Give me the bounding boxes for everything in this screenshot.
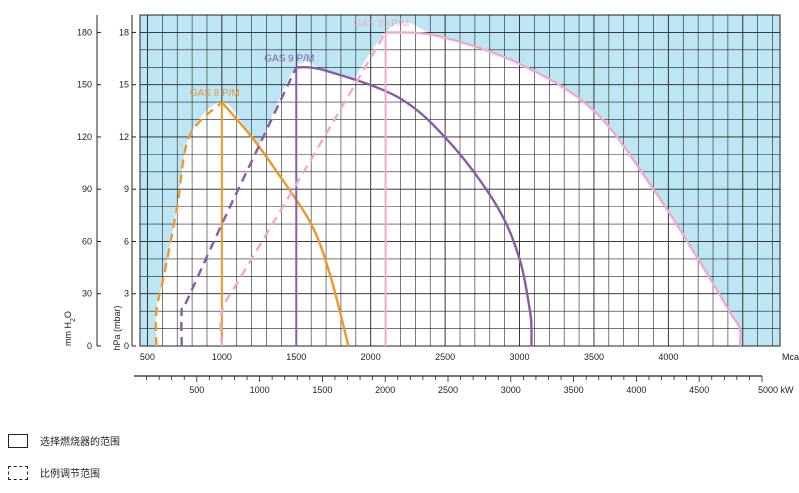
x-tick-label-mcal: 2000 — [361, 352, 381, 362]
x-tick-label-mcal: 1500 — [286, 352, 306, 362]
series-dashed-2 — [219, 31, 387, 347]
y-tick-label-hpa: 6 — [124, 236, 129, 246]
series-dashed-0 — [154, 101, 223, 347]
y-tick-label-mmh2o: 180 — [77, 27, 92, 37]
y-tick-label-hpa: 15 — [119, 80, 129, 90]
y-tick-label-mmh2o: 30 — [82, 289, 92, 299]
x-tick-label-mcal: 4000 — [658, 352, 678, 362]
x-axis-unit-mcal: Mcal/h — [782, 352, 799, 362]
y-tick-label-mmh2o: 60 — [82, 236, 92, 246]
legend-dashed-label: 比例调节范围 — [40, 469, 100, 480]
y-tick-label-mmh2o: 150 — [77, 80, 92, 90]
x-tick-label-kw: 4000 — [626, 385, 646, 395]
y-tick-label-mmh2o: 0 — [87, 341, 92, 351]
y-tick-label-hpa: 0 — [124, 341, 129, 351]
y-tick-label-hpa: 9 — [124, 184, 129, 194]
curves — [154, 31, 742, 347]
series-solid-2 — [385, 31, 742, 347]
series-label-2: GAS 10 P/M — [354, 18, 410, 29]
x-tick-label-mcal: 500 — [140, 352, 155, 362]
y-axis-label-mmh2o: mm H2O — [63, 311, 77, 346]
series-label-0: GAS 8 P/M — [190, 88, 240, 99]
y-tick-label-hpa: 3 — [124, 289, 129, 299]
legend-dashed-swatch — [8, 465, 28, 480]
x-tick-label-kw: 2000 — [375, 385, 395, 395]
plot-frame — [139, 14, 781, 347]
legend-solid-swatch — [8, 433, 28, 448]
series-solid-1 — [296, 66, 533, 347]
x-tick-label-mcal: 3500 — [584, 352, 604, 362]
series-label-1: GAS 9 P/M — [264, 53, 314, 64]
y-axis-label-hpa: hPa (mbar) — [112, 305, 122, 350]
burner-chart: GAS 8 P/M GAS 9 P/M GAS 10 P/M 0 0 30 3 60 6 90 9 1… — [63, 14, 799, 395]
y-tick-label-mmh2o: 90 — [82, 184, 92, 194]
x-tick-label-kw: 500 — [189, 385, 204, 395]
x-tick-label-kw: 3000 — [501, 385, 521, 395]
y-tick-label-mmh2o: 120 — [77, 132, 92, 142]
x-tick-label-mcal: 3000 — [510, 352, 530, 362]
series-dashed-1 — [180, 66, 298, 347]
y-tick-label-hpa: 12 — [119, 132, 129, 142]
legend-solid: 选择燃烧器的范围 — [8, 433, 120, 448]
legend-solid-label: 选择燃烧器的范围 — [40, 437, 120, 448]
x-tick-label-kw: 2500 — [438, 385, 458, 395]
y-tick-label-hpa: 18 — [119, 27, 129, 37]
labels: GAS 8 P/M GAS 9 P/M GAS 10 P/M 0 0 30 3 60 6 90 9 1… — [63, 18, 799, 395]
x-axis-unit-kw: 5000 kW — [758, 385, 794, 395]
legend-dashed: 比例调节范围 — [8, 465, 100, 480]
x-tick-label-kw: 1500 — [312, 385, 332, 395]
x-tick-label-mcal: 1000 — [212, 352, 232, 362]
x-tick-label-kw: 3500 — [564, 385, 584, 395]
x-tick-label-kw: 4500 — [689, 385, 709, 395]
x-tick-label-mcal: 2500 — [435, 352, 455, 362]
x-tick-label-kw: 1000 — [250, 385, 270, 395]
axes — [96, 15, 763, 382]
